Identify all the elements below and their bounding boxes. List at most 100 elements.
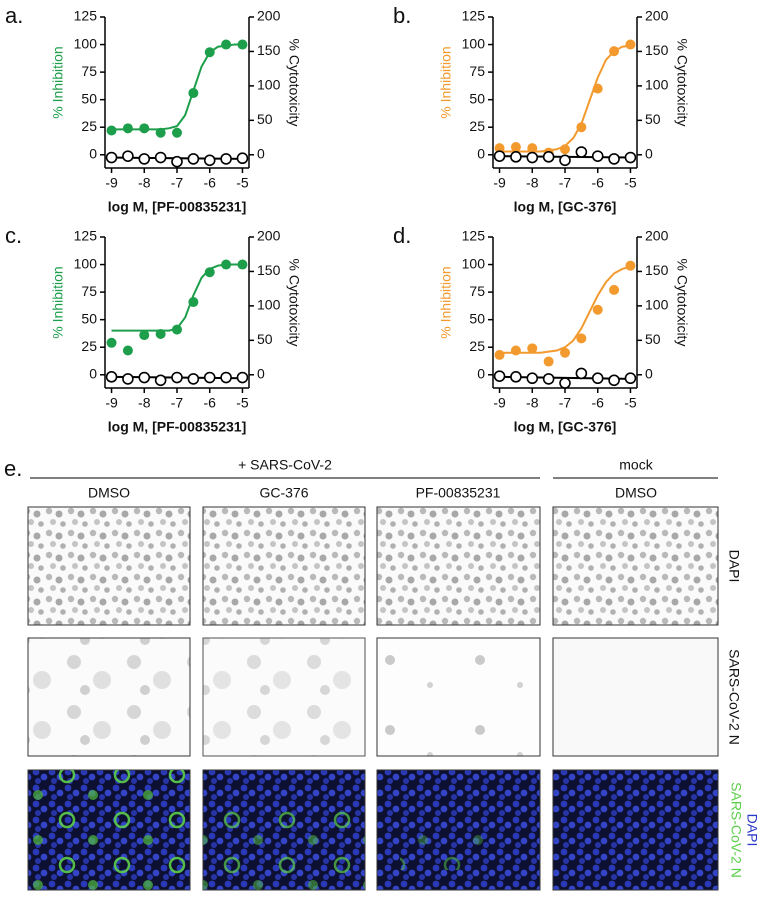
inhibition-point xyxy=(106,337,117,348)
y-tick-label: 25 xyxy=(469,338,485,354)
micrograph xyxy=(376,637,541,757)
panel-label: a. xyxy=(5,3,23,28)
y-tick-label: 75 xyxy=(469,63,485,79)
y-tick-label: 125 xyxy=(462,8,486,24)
y2-tick-label: 50 xyxy=(645,331,661,347)
cytotoxicity-point xyxy=(171,155,183,168)
cytotoxicity-point xyxy=(542,151,555,163)
inhibition-point xyxy=(172,127,182,138)
row-label: DAPI xyxy=(726,550,742,583)
panel-label: c. xyxy=(5,223,22,248)
cytotoxicity-point xyxy=(510,151,522,163)
cytotoxicity-point xyxy=(559,154,571,167)
y-tick-label: 100 xyxy=(74,255,98,271)
cytotoxicity-point xyxy=(624,372,637,385)
y-tick-label: 125 xyxy=(462,228,486,244)
cytotoxicity-point xyxy=(105,371,118,383)
column-label: GC-376 xyxy=(259,485,308,501)
x-tick-label: -6 xyxy=(204,395,217,411)
inhibition-point xyxy=(494,143,505,154)
inhibition-point xyxy=(188,297,199,308)
cytotoxicity-point xyxy=(608,374,620,387)
cytotoxicity-point xyxy=(138,371,151,384)
cytotoxicity-point xyxy=(559,377,571,389)
inhibition-point xyxy=(510,142,521,153)
inhibition-point xyxy=(560,347,570,358)
x-tick-label: -9 xyxy=(493,175,506,191)
cytotoxicity-point xyxy=(122,373,134,385)
stain-overlay xyxy=(400,830,490,870)
y-tick-label: 125 xyxy=(74,8,98,24)
y2-tick-label: 150 xyxy=(257,262,281,278)
fit-curve xyxy=(499,265,631,354)
micrograph xyxy=(376,506,541,626)
inhibition-point xyxy=(494,349,505,360)
y-tick-label: 25 xyxy=(81,118,97,134)
group-label: + SARS-CoV-2 xyxy=(238,457,332,473)
inhibition-point xyxy=(172,324,182,335)
y2-axis-label: % Cytotoxicity xyxy=(674,39,690,127)
fit-curve xyxy=(111,43,243,131)
cytotoxicity-point xyxy=(493,370,506,382)
x-axis-label: log M, [GC-376] xyxy=(514,419,617,435)
y2-tick-label: 150 xyxy=(257,42,281,58)
micrograph xyxy=(202,637,366,757)
x-tick-label: -9 xyxy=(105,395,118,411)
x-tick-label: -9 xyxy=(105,175,118,191)
y-axis-label: % Inhibition xyxy=(438,266,454,338)
y-tick-label: 100 xyxy=(462,255,486,271)
y-tick-label: 50 xyxy=(81,90,97,106)
y-tick-label: 100 xyxy=(462,35,486,51)
inhibition-point xyxy=(609,284,620,295)
micrograph xyxy=(27,637,191,757)
y2-tick-label: 150 xyxy=(645,42,669,58)
cytotoxicity-point xyxy=(122,150,134,162)
column-label: PF-00835231 xyxy=(416,485,501,501)
inhibition-point xyxy=(221,39,232,50)
x-tick-label: -9 xyxy=(493,395,506,411)
y2-tick-label: 50 xyxy=(257,331,273,347)
inhibition-point xyxy=(139,330,150,341)
cytotoxicity-point xyxy=(591,150,604,162)
y2-tick-label: 200 xyxy=(645,228,669,244)
inhibition-point xyxy=(237,259,248,270)
row-label: DAPI xyxy=(744,814,760,847)
cytotoxicity-point xyxy=(171,371,183,384)
cytotoxicity-point xyxy=(493,150,506,162)
inhibition-point xyxy=(625,260,636,271)
y2-axis-label: % Cytotoxicity xyxy=(674,259,690,347)
y2-tick-label: 100 xyxy=(257,297,281,313)
inhibition-point xyxy=(139,123,150,134)
y-tick-label: 25 xyxy=(469,118,485,134)
cytotoxicity-point xyxy=(526,151,539,164)
y-tick-label: 50 xyxy=(81,310,97,326)
y2-tick-label: 50 xyxy=(645,111,661,127)
x-tick-label: -8 xyxy=(138,395,151,411)
inhibition-point xyxy=(188,88,199,99)
fit-curve xyxy=(111,263,243,332)
y-tick-label: 25 xyxy=(81,338,97,354)
x-tick-label: -7 xyxy=(559,395,572,411)
inhibition-point xyxy=(155,127,166,138)
y-axis-label: % Inhibition xyxy=(50,266,66,338)
x-tick-label: -6 xyxy=(592,395,605,411)
inhibition-point xyxy=(527,343,538,354)
cytotoxicity-point xyxy=(154,374,167,387)
panel-label: e. xyxy=(4,456,22,481)
cytotoxicity-point xyxy=(526,372,539,385)
panel-label: d. xyxy=(393,223,411,248)
cytotoxicity-point xyxy=(105,151,118,164)
inhibition-point xyxy=(527,143,538,154)
image-grid xyxy=(27,506,719,891)
y-tick-label: 125 xyxy=(74,228,98,244)
y-tick-label: 75 xyxy=(81,63,97,79)
micrograph xyxy=(552,506,719,626)
cytotoxicity-point xyxy=(187,373,200,385)
y-tick-label: 75 xyxy=(81,283,97,299)
cytotoxicity-point xyxy=(203,371,216,384)
micrograph xyxy=(27,506,191,626)
x-axis-label: log M, [PF-00835231] xyxy=(108,199,247,215)
x-tick-label: -8 xyxy=(526,175,539,191)
micrograph xyxy=(552,637,719,757)
